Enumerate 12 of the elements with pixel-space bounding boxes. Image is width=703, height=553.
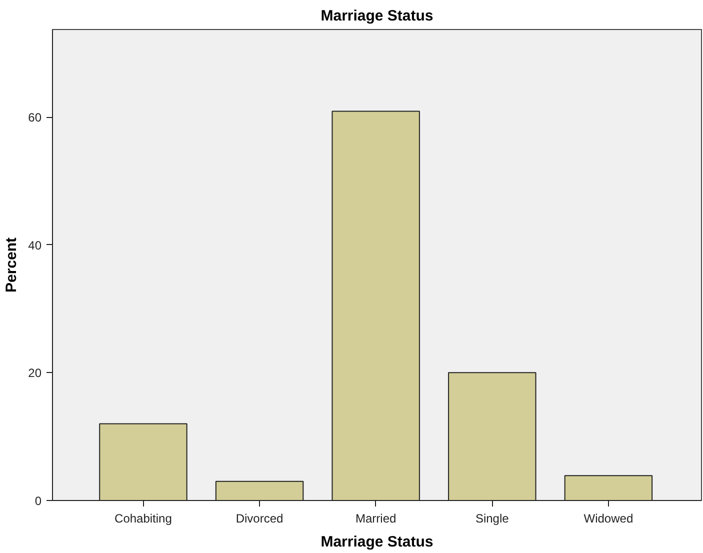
x-tick-label: Cohabiting xyxy=(114,512,172,526)
y-tick-label: 60 xyxy=(28,110,42,125)
x-tick-label: Widowed xyxy=(584,512,634,526)
y-tick-label: 20 xyxy=(28,366,42,380)
y-axis-title: Percent xyxy=(3,237,20,293)
y-tick-label: 0 xyxy=(34,494,42,508)
x-tick-label: Single xyxy=(475,512,510,526)
x-tick-label: Divorced xyxy=(236,512,284,526)
x-axis-title: Marriage Status xyxy=(320,534,434,550)
chart-title: Marriage Status xyxy=(320,8,434,24)
y-tick-label: 40 xyxy=(28,238,42,252)
x-tick-label: Married xyxy=(356,512,396,526)
